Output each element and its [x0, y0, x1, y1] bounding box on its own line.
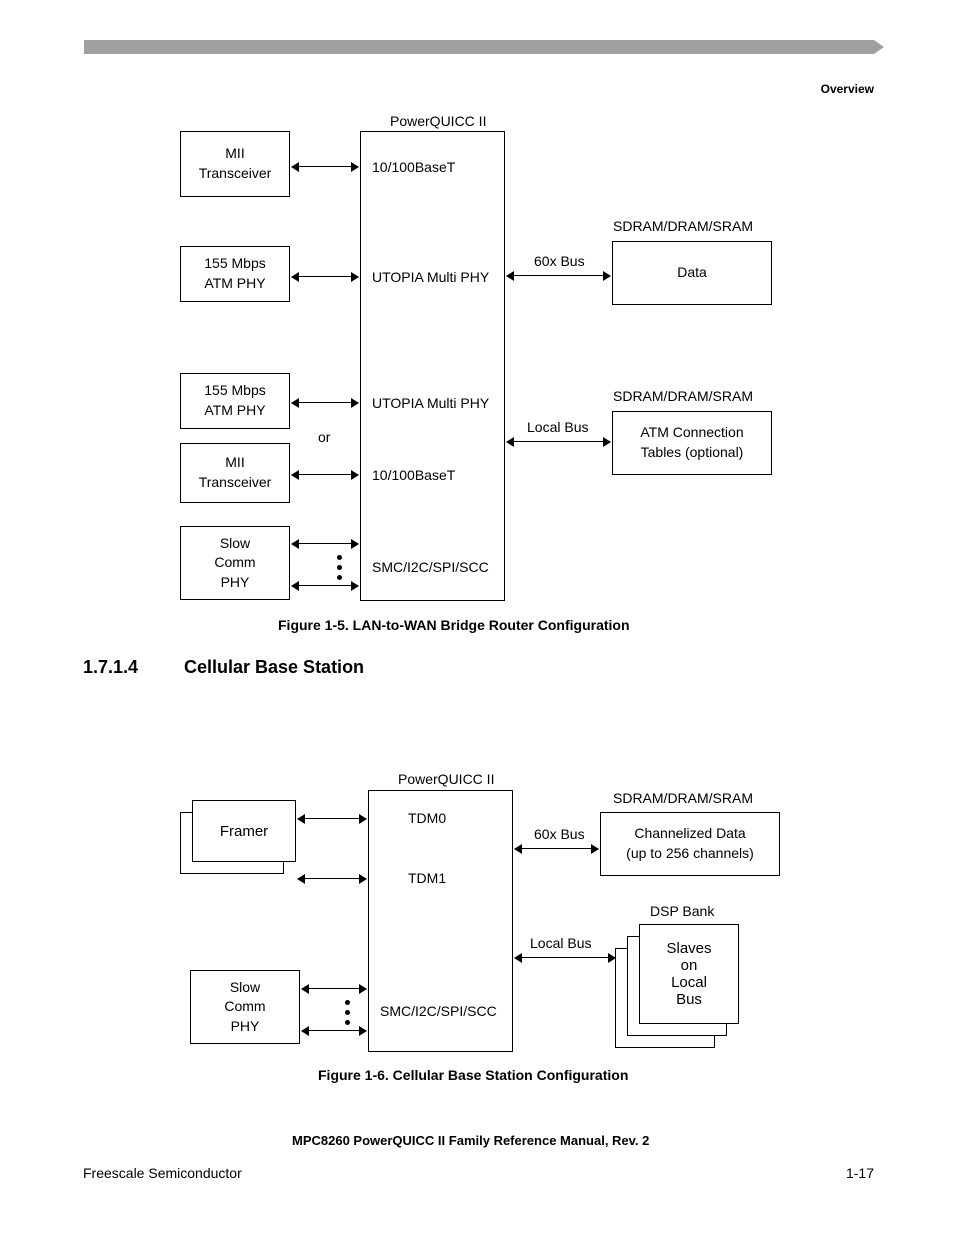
- section-number: 1.7.1.4: [83, 657, 138, 678]
- vdots-icon: [337, 555, 342, 580]
- fig2-dsp: DSP Bank: [650, 903, 714, 919]
- arrow: [515, 957, 615, 958]
- arrow: [292, 474, 358, 475]
- arrow: [292, 276, 358, 277]
- arrow: [298, 818, 366, 819]
- fig2-dsp-stack: Slaves on Local Bus: [615, 924, 745, 1052]
- fig2-slow: Slow Comm PHY: [190, 970, 300, 1044]
- fig1-or: or: [318, 429, 330, 445]
- fig1-atm2: 155 Mbps ATM PHY: [180, 373, 290, 429]
- fig2-caption: Figure 1-6. Cellular Base Station Config…: [318, 1067, 628, 1083]
- fig1-c-r1: 10/100BaseT: [372, 159, 455, 175]
- arrow: [292, 166, 358, 167]
- header-bar: [84, 40, 874, 54]
- fig1-mii1: MII Transceiver: [180, 131, 290, 197]
- fig1-sdram2: SDRAM/DRAM/SRAM: [613, 388, 753, 404]
- fig2-smc: SMC/I2C/SPI/SCC: [380, 1003, 497, 1019]
- fig1-mii2: MII Transceiver: [180, 443, 290, 503]
- fig2-tdm0: TDM0: [408, 810, 446, 826]
- fig2-local: Local Bus: [530, 935, 591, 951]
- fig1-c-r3: UTOPIA Multi PHY: [372, 395, 489, 411]
- footer-title: MPC8260 PowerQUICC II Family Reference M…: [292, 1133, 649, 1148]
- footer-left: Freescale Semiconductor: [83, 1165, 242, 1181]
- fig2-title: PowerQUICC II: [398, 771, 494, 787]
- fig1-caption: Figure 1-5. LAN-to-WAN Bridge Router Con…: [278, 617, 630, 633]
- arrow: [302, 1030, 366, 1031]
- arrow: [298, 878, 366, 879]
- arrow: [292, 402, 358, 403]
- arrow: [515, 848, 598, 849]
- fig1-local: Local Bus: [527, 419, 588, 435]
- fig2-framer-stack: Framer: [180, 800, 296, 874]
- fig2-chan: Channelized Data (up to 256 channels): [600, 812, 780, 876]
- fig1-c-r4: 10/100BaseT: [372, 467, 455, 483]
- arrow: [507, 441, 610, 442]
- fig1-slow: Slow Comm PHY: [180, 526, 290, 600]
- fig1-60x: 60x Bus: [534, 253, 585, 269]
- header-overview: Overview: [821, 82, 874, 96]
- arrow: [292, 543, 358, 544]
- arrow: [507, 275, 610, 276]
- fig1-atm1: 155 Mbps ATM PHY: [180, 246, 290, 302]
- fig2-sdram: SDRAM/DRAM/SRAM: [613, 790, 753, 806]
- arrow: [292, 585, 358, 586]
- fig1-c-r2: UTOPIA Multi PHY: [372, 269, 489, 285]
- fig1-c-r5: SMC/I2C/SPI/SCC: [372, 559, 489, 575]
- fig1-sdram1: SDRAM/DRAM/SRAM: [613, 218, 753, 234]
- fig1-title: PowerQUICC II: [390, 113, 486, 129]
- fig2-60x: 60x Bus: [534, 826, 585, 842]
- footer-page: 1-17: [846, 1165, 874, 1181]
- vdots-icon: [345, 1000, 350, 1025]
- fig1-data: Data: [612, 241, 772, 305]
- arrow: [302, 988, 366, 989]
- fig2-tdm1: TDM1: [408, 870, 446, 886]
- fig1-center-box: [360, 131, 505, 601]
- section-title: Cellular Base Station: [184, 657, 364, 678]
- fig1-atmconn: ATM Connection Tables (optional): [612, 411, 772, 475]
